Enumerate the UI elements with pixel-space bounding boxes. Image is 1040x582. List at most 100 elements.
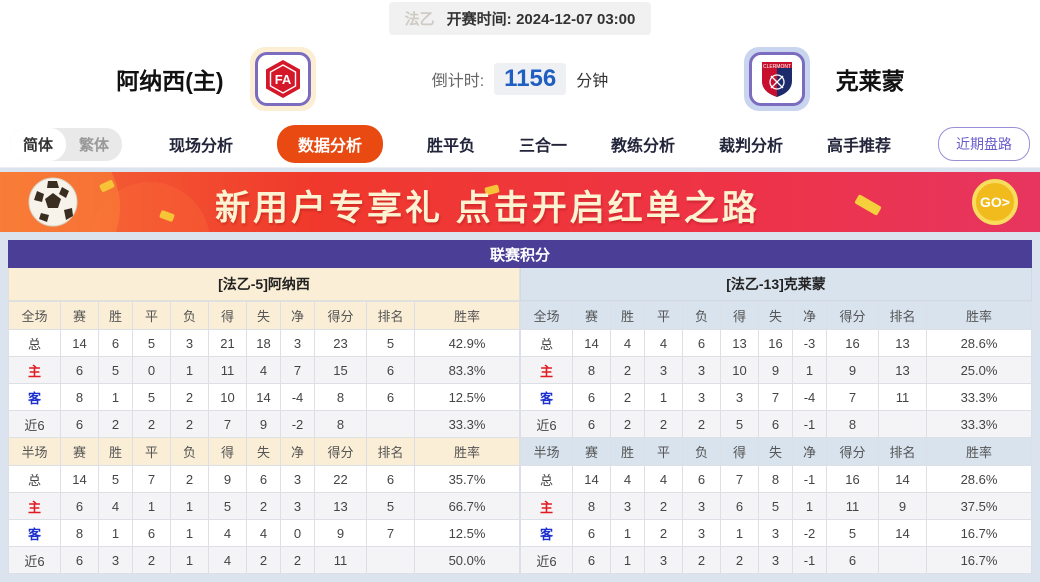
row-label: 主 [520, 356, 573, 384]
stat-cell: 18 [246, 329, 281, 357]
column-header: 赛 [60, 301, 99, 330]
tab-coach-analysis[interactable]: 教练分析 [611, 138, 676, 155]
row-label: 总 [8, 465, 61, 493]
stat-cell: 3 [280, 492, 315, 520]
stat-cell: 7 [366, 519, 415, 547]
tab-three-in-one[interactable]: 三合一 [519, 138, 568, 155]
stat-cell: 14 [572, 465, 611, 493]
row-label: 近6 [520, 546, 573, 574]
countdown: 倒计时: 1156 分钟 [432, 63, 608, 95]
column-header: 净 [792, 301, 827, 330]
stat-cell: 8 [60, 383, 99, 411]
stat-cell: 1 [720, 519, 759, 547]
home-full-row-主: 主 6 5 0 1 11 4 7 15 6 83.3% [8, 356, 520, 384]
stat-cell: 5 [98, 356, 133, 384]
promo-banner[interactable]: 新用户专享礼 点击开启红单之路 GO> [0, 172, 1040, 232]
svg-text:FA: FA [274, 72, 291, 87]
countdown-value: 1156 [494, 63, 567, 95]
stat-cell: 50.0% [414, 546, 520, 574]
stat-cell: 6 [60, 492, 99, 520]
tab-win-draw-lose[interactable]: 胜平负 [426, 138, 475, 155]
confetti-icon [854, 194, 882, 216]
stat-cell: 28.6% [926, 465, 1032, 493]
away-full-column-header-row: 全场赛胜平负得失净得分 排名 胜率 [520, 301, 1032, 330]
home-team-logo: FA [249, 47, 316, 111]
stat-cell: 2 [682, 546, 721, 574]
column-header: 净 [280, 437, 315, 466]
stat-cell: 3 [98, 546, 133, 574]
column-header: 胜率 [414, 301, 520, 330]
stat-cell: 5 [366, 329, 415, 357]
column-header: 失 [246, 301, 281, 330]
column-header: 得分 [826, 437, 879, 466]
column-header: 平 [644, 437, 683, 466]
column-header: 胜 [98, 437, 133, 466]
stat-cell: 3 [720, 383, 759, 411]
stat-cell: 7 [758, 383, 793, 411]
nav-bar: 简体 繁体 现场分析 数据分析 胜平负 三合一 教练分析 裁判分析 高手推荐 近期盘路 [0, 121, 1040, 168]
stat-cell: 16.7% [926, 519, 1032, 547]
stat-cell: 2 [610, 356, 645, 384]
stat-cell: 6 [826, 546, 879, 574]
match-header: 阿纳西(主) FA 倒计时: 1156 分钟 CLERMONT [0, 37, 1040, 121]
column-header: 胜率 [926, 301, 1032, 330]
stat-cell: 6 [572, 383, 611, 411]
column-header: 净 [792, 437, 827, 466]
column-header: 赛 [572, 301, 611, 330]
stat-cell: 23 [314, 329, 367, 357]
column-header: 失 [246, 437, 281, 466]
column-header: 排名 [366, 301, 415, 330]
stat-cell: 8 [572, 356, 611, 384]
stat-cell: 13 [314, 492, 367, 520]
home-team-name: 阿纳西(主) [116, 68, 224, 94]
stat-cell: 6 [366, 383, 415, 411]
stat-cell: 35.7% [414, 465, 520, 493]
stat-cell: 16 [826, 329, 879, 357]
stat-cell: 9 [246, 410, 281, 438]
away-half-row-总: 总 14 4 4 6 7 8 -1 16 14 28.6% [520, 465, 1032, 493]
stat-cell: 10 [720, 356, 759, 384]
home-half-row-近6: 近6 6 3 2 1 4 2 2 11 50.0% [8, 546, 520, 574]
tab-data-analysis[interactable]: 数据分析 [276, 125, 383, 163]
stat-cell: 14 [878, 519, 927, 547]
stat-cell: 6 [98, 329, 133, 357]
recent-trend-button[interactable]: 近期盘路 [938, 127, 1030, 161]
lang-traditional-button[interactable]: 繁体 [79, 136, 110, 154]
stat-cell: 2 [644, 519, 683, 547]
lang-simplified-button[interactable]: 简体 [10, 127, 67, 161]
away-team-name: 克莱蒙 [835, 68, 905, 94]
stat-cell: 8 [314, 383, 367, 411]
row-label: 总 [520, 329, 573, 357]
stat-cell: 7 [720, 465, 759, 493]
row-label: 总 [520, 465, 573, 493]
stat-cell: 3 [682, 356, 721, 384]
stat-cell: 13 [878, 329, 927, 357]
stat-cell: -3 [792, 329, 827, 357]
row-label: 主 [8, 356, 61, 384]
stat-cell: 4 [610, 329, 645, 357]
stat-cell: 14 [246, 383, 281, 411]
row-label: 总 [8, 329, 61, 357]
stat-cell: 1 [170, 519, 209, 547]
stat-cell: 2 [170, 410, 209, 438]
stat-cell: 8 [60, 519, 99, 547]
home-half-row-客: 客 8 1 6 1 4 4 0 9 7 12.5% [8, 519, 520, 547]
home-half-row-总: 总 14 5 7 2 9 6 3 22 6 35.7% [8, 465, 520, 493]
stat-cell: -1 [792, 410, 827, 438]
stat-cell: 9 [314, 519, 367, 547]
stat-cell: 5 [366, 492, 415, 520]
stat-cell: 9 [878, 492, 927, 520]
tab-referee-analysis[interactable]: 裁判分析 [719, 138, 784, 155]
stat-cell: 2 [610, 383, 645, 411]
column-header: 胜率 [414, 437, 520, 466]
stat-cell: 1 [792, 356, 827, 384]
stat-cell: 8 [758, 465, 793, 493]
stat-cell: 6 [720, 492, 759, 520]
stat-cell: 6 [132, 519, 171, 547]
tab-live-analysis[interactable]: 现场分析 [168, 138, 233, 155]
tab-expert-picks[interactable]: 高手推荐 [827, 138, 892, 155]
stat-cell: 6 [682, 329, 721, 357]
stat-cell: 3 [170, 329, 209, 357]
stat-cell: 2 [132, 546, 171, 574]
go-button[interactable]: GO> [972, 179, 1018, 225]
